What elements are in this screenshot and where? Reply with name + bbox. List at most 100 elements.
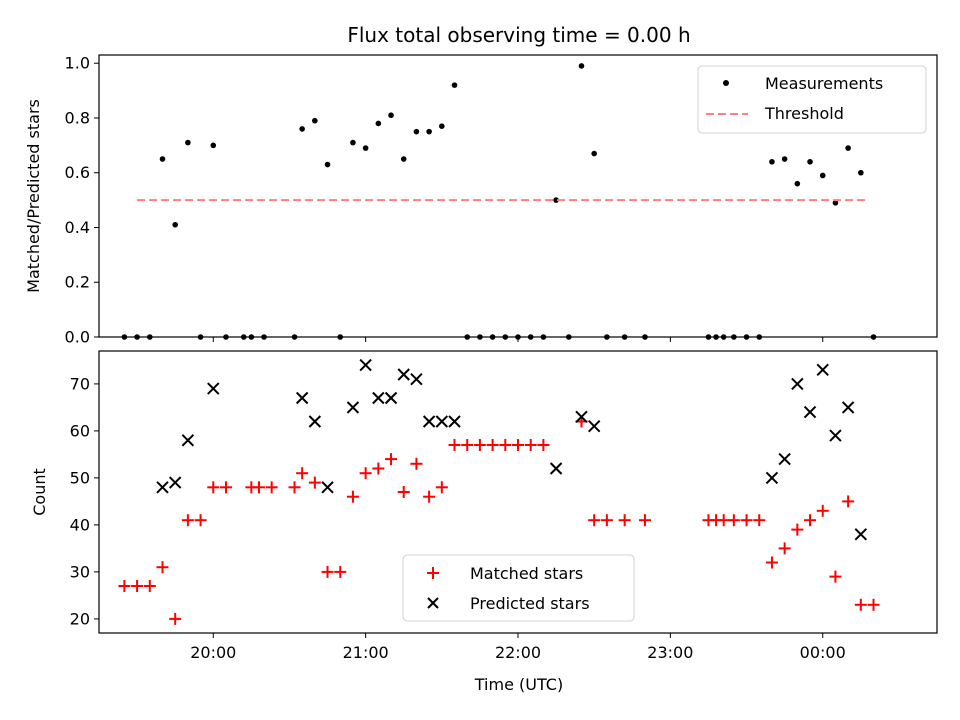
measurements-point <box>553 197 559 203</box>
bottom-y-tick-label: 50 <box>70 468 90 487</box>
top-y-tick-label: 1.0 <box>65 54 90 73</box>
measurements-point <box>388 112 394 119</box>
top-y-tick-label: 0.0 <box>65 328 90 347</box>
measurements-point <box>299 126 305 132</box>
predicted-stars-point <box>397 368 410 381</box>
matched-stars-point <box>448 439 461 451</box>
matched-stars-point <box>423 490 436 503</box>
measurements-point <box>210 142 217 149</box>
predicted-stars-point <box>765 471 779 485</box>
x-tick-label: 22:00 <box>495 643 541 662</box>
matched-stars-point <box>791 523 804 536</box>
bottom-y-tick-label: 30 <box>70 562 90 581</box>
matched-stars-point <box>346 490 359 503</box>
predicted-stars-point <box>448 415 461 428</box>
top-y-tick-label: 0.8 <box>65 108 90 127</box>
measurements-point <box>312 117 318 124</box>
predicted-stars-point <box>156 481 169 494</box>
matched-stars-point <box>397 486 410 498</box>
x-tick-label: 23:00 <box>647 643 693 662</box>
matched-stars-point <box>537 439 550 451</box>
matched-stars-point <box>499 439 512 451</box>
legend-matched-marker <box>427 567 439 579</box>
matched-stars-point <box>727 514 740 527</box>
measurements-point <box>362 145 369 151</box>
top-legend: Measurements Threshold <box>697 65 927 134</box>
matched-stars-point <box>194 514 207 527</box>
predicted-stars-point <box>181 434 195 447</box>
measurements-point <box>324 161 331 168</box>
measurements-point <box>819 172 826 179</box>
predicted-stars-point <box>803 405 817 419</box>
predicted-stars-point <box>372 391 385 405</box>
top-y-tick-label: 0.6 <box>65 163 90 182</box>
measurements-point <box>413 128 420 135</box>
predicted-stars-point <box>778 452 791 466</box>
matched-stars-point <box>385 453 398 466</box>
x-tick-label: 20:00 <box>190 643 236 662</box>
matched-stars-point <box>252 481 265 494</box>
matched-stars-point <box>842 495 855 508</box>
matched-stars-point <box>308 476 321 489</box>
predicted-stars-point <box>359 358 372 372</box>
predicted-stars-point <box>384 391 398 405</box>
matched-stars-point <box>219 481 232 494</box>
chart-title: Flux total observing time = 0.00 h <box>347 23 690 47</box>
matched-stars-point <box>753 514 766 527</box>
measurements-point <box>591 150 597 157</box>
matched-stars-point <box>486 439 499 451</box>
x-tick-label: 00:00 <box>800 643 846 662</box>
predicted-stars-point <box>168 476 182 489</box>
predicted-stars-point <box>410 372 423 386</box>
top-data <box>121 63 877 340</box>
matched-stars-point <box>829 570 842 583</box>
matched-stars-point <box>600 514 613 527</box>
x-axis-label: Time (UTC) <box>474 675 563 694</box>
matched-stars-point <box>461 439 474 451</box>
predicted-stars-point <box>854 528 868 541</box>
matched-stars-point <box>321 565 334 578</box>
matched-stars-point <box>372 462 385 475</box>
x-tick-label: 21:00 <box>343 643 389 662</box>
predicted-stars-point <box>816 363 829 377</box>
matched-stars-point <box>118 580 131 592</box>
measurements-point <box>350 139 356 146</box>
matched-stars-point <box>207 481 220 494</box>
matched-stars-point <box>740 514 753 527</box>
predicted-stars-point <box>829 429 842 442</box>
measurements-point <box>845 145 851 151</box>
measurements-point <box>451 82 458 88</box>
top-plot-frame <box>98 54 938 338</box>
predicted-stars-point <box>587 419 601 433</box>
measurements-point <box>769 158 775 165</box>
matched-stars-point <box>512 439 524 451</box>
measurements-point <box>375 120 382 127</box>
matched-stars-point <box>473 439 486 451</box>
matched-stars-point <box>638 514 651 527</box>
bottom-y-tick-label: 20 <box>70 609 90 628</box>
legend-predicted-marker <box>427 597 439 609</box>
matched-stars-point <box>804 514 817 527</box>
top-y-axis-label: Matched/Predicted stars <box>24 99 43 293</box>
predicted-stars-point <box>422 415 436 428</box>
bottom-axes: 20:00 21:00 22:00 23:00 00:00 20 30 40 50 60 70 <box>70 374 846 662</box>
matched-stars-point <box>816 504 829 517</box>
bottom-y-tick-label: 60 <box>70 421 90 440</box>
measurements-point <box>185 139 191 146</box>
predicted-stars-point <box>207 382 220 395</box>
matched-stars-point <box>435 481 448 494</box>
bottom-y-axis-label: Count <box>30 468 49 516</box>
measurements-point <box>439 123 445 129</box>
matched-stars-point <box>765 556 778 569</box>
matched-stars-point <box>288 481 301 494</box>
matched-stars-point <box>143 580 156 592</box>
bottom-legend: Matched stars Predicted stars <box>402 554 635 622</box>
bottom-y-tick-label: 40 <box>70 515 90 534</box>
top-y-tick-label: 0.4 <box>65 218 90 237</box>
bottom-data <box>118 358 880 625</box>
predicted-stars-point <box>346 401 360 414</box>
legend-matched-label: Matched stars <box>470 564 583 583</box>
predicted-stars-point <box>841 401 855 414</box>
legend-measurements-label: Measurements <box>765 74 883 93</box>
